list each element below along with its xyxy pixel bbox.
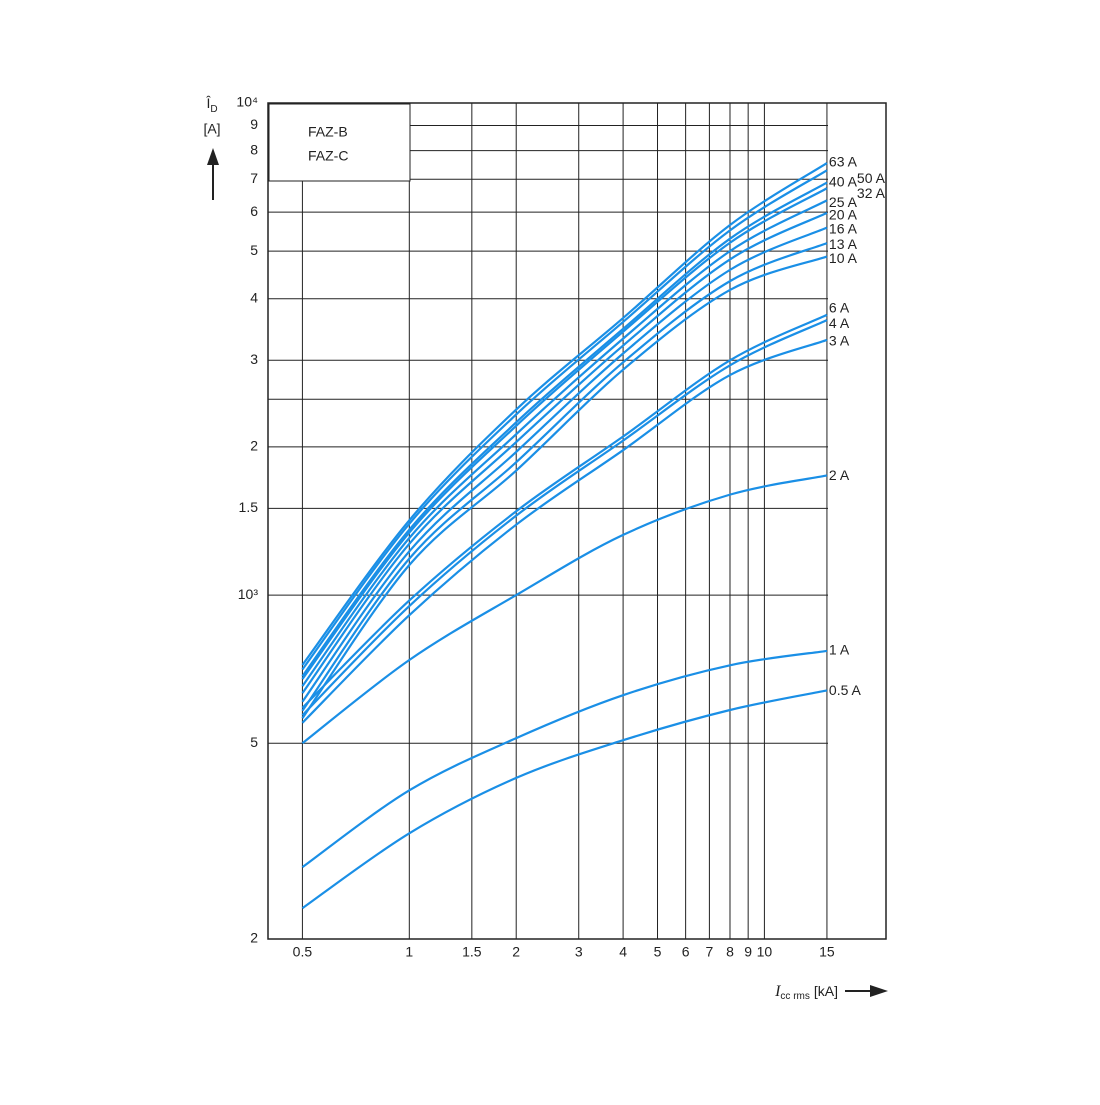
curve: [301, 162, 828, 666]
y-tick-label: 8: [250, 141, 258, 157]
x-tick-label: 1: [405, 944, 413, 960]
curve-label: 1 A: [829, 642, 850, 658]
curve-label: 25 A: [829, 194, 858, 210]
curve-label: 40 A: [829, 173, 858, 189]
x-tick-label: 0.5: [293, 944, 313, 960]
curve-label: 13 A: [829, 236, 858, 252]
curve: [301, 242, 828, 712]
curve: [301, 255, 828, 719]
y-axis-unit: [A]: [203, 121, 220, 137]
y-tick-label: 6: [250, 203, 258, 219]
y-tick-label: 10⁴: [236, 94, 258, 110]
y-axis-symbol: ÎD: [205, 95, 217, 115]
curve: [301, 199, 828, 687]
x-tick-label: 2: [512, 944, 520, 960]
x-tick-label: 5: [654, 944, 662, 960]
curve-label: 63 A: [829, 154, 858, 170]
x-tick-label: 7: [706, 944, 714, 960]
curve-label: 50 A: [857, 170, 886, 186]
y-tick-label: 2: [250, 438, 258, 454]
curve-label: 0.5 A: [829, 682, 862, 698]
y-tick-label: 9: [250, 116, 258, 132]
x-axis-label: Icc rms [kA]: [774, 983, 838, 1002]
x-tick-label: 4: [619, 944, 627, 960]
curve: [301, 169, 828, 671]
y-tick-label: 5: [250, 734, 258, 750]
x-tick-label: 1.5: [462, 944, 482, 960]
curve-label: 20 A: [829, 207, 858, 223]
curve: [301, 338, 828, 724]
x-tick-label: 10: [757, 944, 773, 960]
curve: [301, 474, 828, 745]
y-tick-label: 4: [250, 290, 258, 306]
curve: [301, 211, 828, 694]
curve: [301, 313, 828, 709]
curve-label: 3 A: [829, 333, 850, 349]
curve: [301, 649, 828, 868]
x-tick-label: 9: [744, 944, 752, 960]
x-axis-arrowhead: [870, 985, 888, 997]
y-tick-label: 7: [250, 170, 258, 186]
x-tick-label: 3: [575, 944, 583, 960]
curve-label: 2 A: [829, 467, 850, 483]
curve: [301, 181, 828, 677]
x-tick-label: 8: [726, 944, 734, 960]
curve: [301, 319, 828, 716]
x-tick-label: 6: [682, 944, 690, 960]
curve: [301, 226, 828, 703]
legend-text: FAZ-C: [308, 148, 348, 164]
curve-label: 32 A: [857, 185, 886, 201]
curve-label: 6 A: [829, 300, 850, 316]
y-tick-label: 10³: [238, 586, 259, 602]
legend-text: FAZ-B: [308, 124, 348, 140]
curve-label: 10 A: [829, 250, 858, 266]
y-tick-label: 1.5: [239, 499, 259, 515]
plot-frame: [267, 102, 887, 940]
legend-box: [268, 103, 411, 182]
y-axis-arrowhead: [207, 148, 219, 165]
curve-label: 4 A: [829, 315, 850, 331]
y-tick-label: 3: [250, 351, 258, 367]
y-tick-label: 5: [250, 242, 258, 258]
curve-label: 16 A: [829, 220, 858, 236]
curve: [301, 689, 828, 910]
curve: [301, 187, 828, 680]
y-tick-label: 2: [250, 930, 258, 946]
x-tick-label: 15: [819, 944, 835, 960]
